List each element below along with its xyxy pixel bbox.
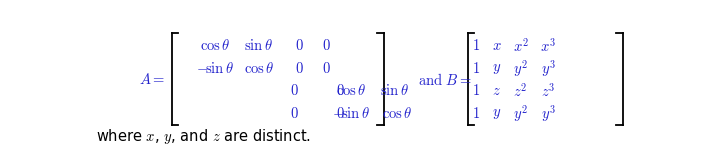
- Text: $0$: $0$: [322, 61, 331, 76]
- Text: $0$: $0$: [336, 106, 345, 121]
- Text: where $x$, $y$, and $z$ are distinct.: where $x$, $y$, and $z$ are distinct.: [96, 127, 311, 146]
- Text: $z^2$: $z^2$: [513, 82, 528, 100]
- Text: $0$: $0$: [336, 83, 345, 98]
- Text: $x$: $x$: [492, 38, 502, 53]
- Text: $0$: $0$: [295, 38, 304, 53]
- Text: $\cos\theta$: $\cos\theta$: [382, 106, 412, 121]
- Text: $\sin\theta$: $\sin\theta$: [380, 83, 409, 98]
- Text: $0$: $0$: [322, 38, 331, 53]
- Text: $z^3$: $z^3$: [541, 82, 555, 100]
- Text: $y^3$: $y^3$: [541, 58, 556, 79]
- Text: $1$: $1$: [472, 61, 480, 76]
- Text: $0$: $0$: [295, 61, 304, 76]
- Text: $y^2$: $y^2$: [513, 103, 528, 124]
- Text: $0$: $0$: [290, 106, 299, 121]
- Text: $y^2$: $y^2$: [513, 58, 528, 79]
- Text: $1$: $1$: [472, 38, 480, 53]
- Text: $x^2$: $x^2$: [512, 37, 529, 55]
- Text: $\cos\theta$: $\cos\theta$: [243, 61, 274, 76]
- Text: $A =$: $A =$: [139, 72, 165, 87]
- Text: $\sin\theta$: $\sin\theta$: [245, 38, 273, 53]
- Text: $y^3$: $y^3$: [541, 103, 556, 124]
- Text: $\mathrm{and}\ B =$: $\mathrm{and}\ B =$: [418, 72, 472, 88]
- Text: $0$: $0$: [290, 83, 299, 98]
- Text: $\cos\theta$: $\cos\theta$: [200, 38, 231, 53]
- Text: $z$: $z$: [492, 83, 501, 98]
- Text: $y$: $y$: [492, 61, 501, 76]
- Text: $x^3$: $x^3$: [540, 37, 557, 55]
- Text: $-\!\sin\theta$: $-\!\sin\theta$: [332, 106, 370, 121]
- Text: $1$: $1$: [472, 106, 480, 121]
- Text: $1$: $1$: [472, 83, 480, 98]
- Text: $\cos\theta$: $\cos\theta$: [336, 83, 367, 98]
- Text: $-\!\sin\theta$: $-\!\sin\theta$: [196, 61, 234, 76]
- Text: $y$: $y$: [492, 106, 501, 121]
